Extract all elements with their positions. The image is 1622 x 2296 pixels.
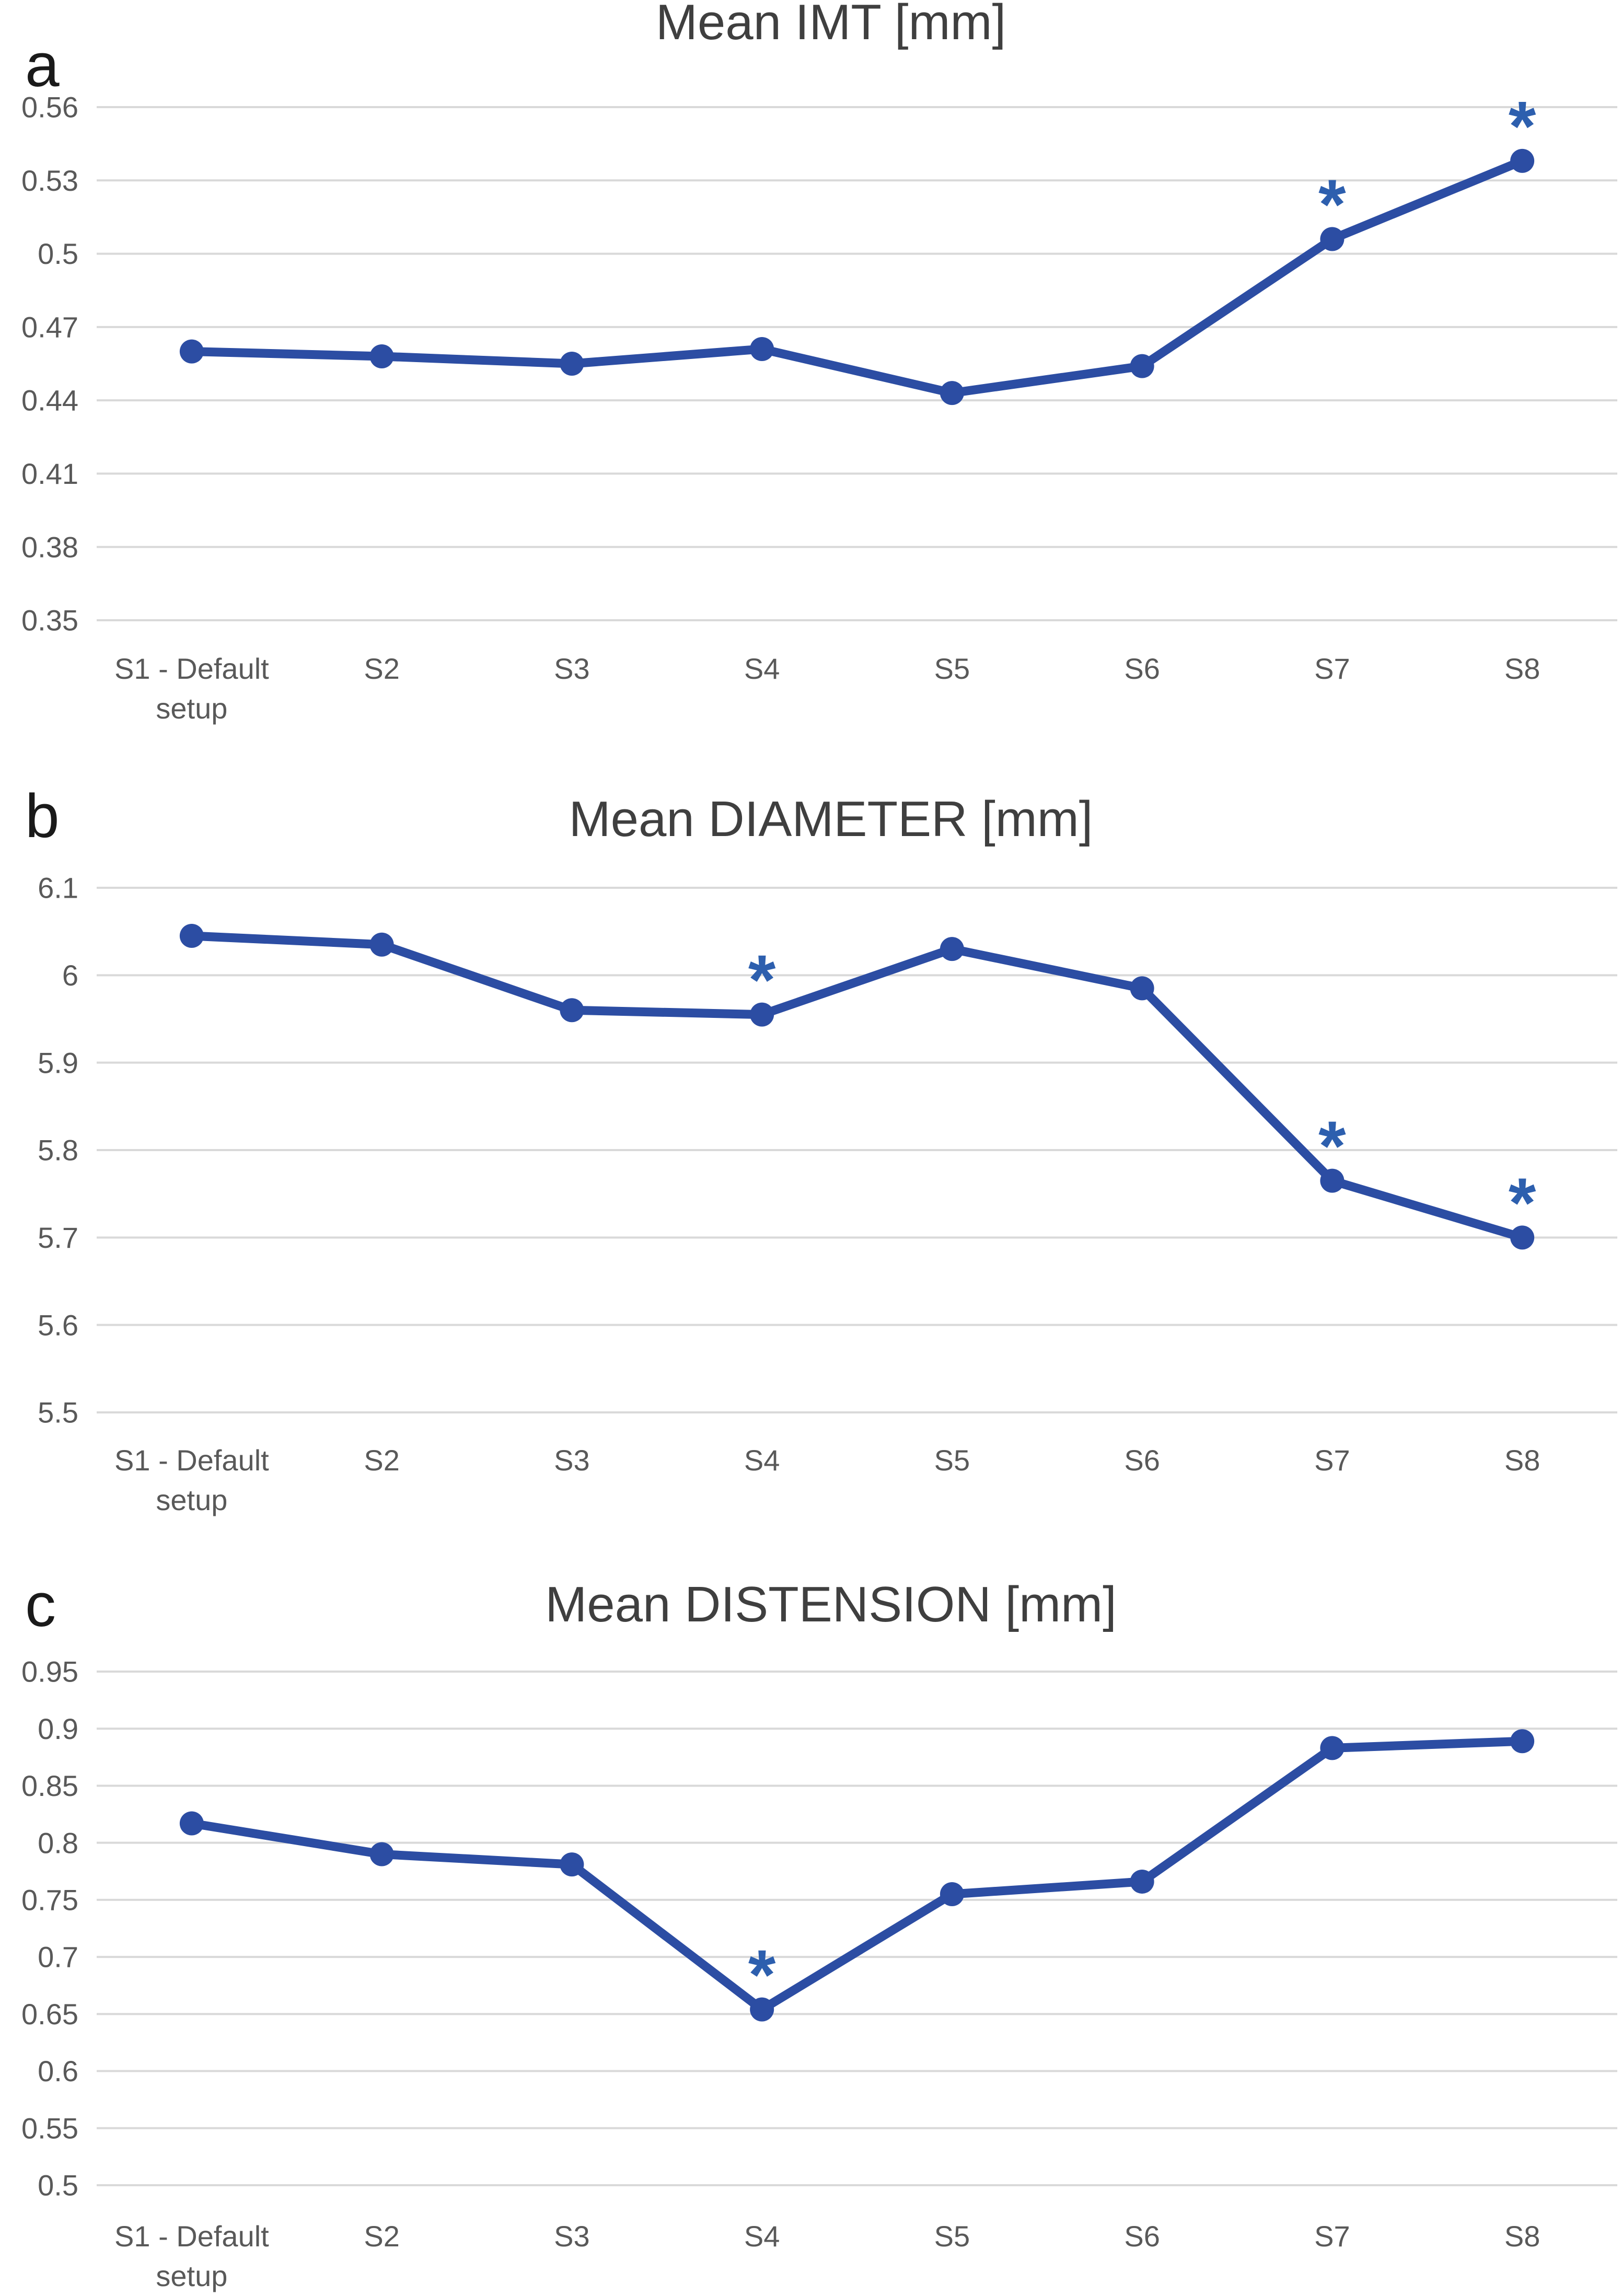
x-tick-label: setup: [156, 1483, 227, 1516]
y-tick-label: 5.6: [38, 1308, 78, 1341]
y-tick-label: 0.9: [38, 1712, 78, 1745]
data-point-1: [179, 924, 204, 948]
significance-asterisk: *: [1318, 1107, 1346, 1186]
y-tick-label: 0.35: [21, 604, 78, 637]
x-tick-label: S7: [1314, 652, 1350, 685]
panel-b: 6.1 6 5.9 5.8 5.7 5.6 5.5 Mean DIAMETER [mm] b * *…: [0, 758, 1622, 1541]
y-tick-label: 0.56: [21, 91, 78, 124]
chart-mean-imt: 0.56 0.53 0.5 0.47 0.44 0.41 0.38 0.35 Mean IMT …: [21, 0, 1617, 725]
series-line: [187, 1736, 1527, 2014]
y-tick-label: 5.9: [38, 1046, 78, 1079]
y-tick-label: 0.8: [38, 1826, 78, 1859]
x-tick-label: S3: [554, 652, 590, 685]
y-tick-label: 6.1: [38, 872, 78, 905]
series-line: [187, 931, 1527, 1242]
data-point-6: [1130, 976, 1154, 1001]
data-point-7: [1320, 1736, 1345, 1760]
x-tick-label: S4: [744, 2220, 780, 2253]
y-tick-label: 0.41: [21, 457, 78, 490]
data-point-8: [1510, 1225, 1535, 1250]
x-tick-label: S5: [934, 1444, 970, 1477]
y-tick-label: 0.95: [21, 1655, 78, 1688]
data-point-5: [940, 1882, 964, 1906]
x-tick-label: S8: [1504, 652, 1540, 685]
x-tick-label: S2: [364, 1444, 400, 1477]
data-point-7: [1320, 1168, 1345, 1193]
y-tick-label: 0.38: [21, 530, 78, 563]
data-point-6: [1130, 1869, 1154, 1894]
x-tick-label: S2: [364, 652, 400, 685]
y-tick-label: 0.55: [21, 2112, 78, 2144]
y-tick-label: 0.6: [38, 2055, 78, 2088]
y-tick-label: 5.7: [38, 1221, 78, 1254]
chart-title: Mean DISTENSION [mm]: [545, 1576, 1117, 1632]
y-tick-label: 0.85: [21, 1769, 78, 1802]
data-point-1: [179, 339, 204, 364]
y-tick-label: 5.8: [38, 1134, 78, 1167]
x-tick-label: S2: [364, 2220, 400, 2253]
significance-asterisk: *: [1318, 165, 1346, 244]
data-point-3: [560, 352, 584, 376]
x-tick-label: S1 - Default: [114, 1444, 269, 1477]
data-point-7: [1320, 227, 1345, 251]
data-point-4: [750, 1002, 774, 1027]
x-tick-label: S1 - Default: [114, 2220, 269, 2253]
x-tick-label: S8: [1504, 2220, 1540, 2253]
panel-letter: a: [25, 31, 60, 100]
y-tick-label: 0.75: [21, 1883, 78, 1916]
x-tick-label: S6: [1124, 1444, 1160, 1477]
y-tick-label: 0.65: [21, 1998, 78, 2031]
data-point-4: [750, 1997, 774, 2022]
y-tick-label: 0.44: [21, 384, 78, 417]
y-tick-label: 5.5: [38, 1396, 78, 1429]
x-tick-label: S4: [744, 1444, 780, 1477]
x-tick-label: S3: [554, 1444, 590, 1477]
panel-a: 0.56 0.53 0.5 0.47 0.44 0.41 0.38 0.35 Mean IMT …: [0, 0, 1622, 758]
chart-mean-distension: 0.95 0.9 0.85 0.8 0.75 0.7 0.65 0.6 0.55 0.5 Mean …: [21, 1571, 1617, 2292]
y-tick-label: 0.5: [38, 237, 78, 270]
data-point-2: [369, 932, 394, 957]
x-tick-label: S6: [1124, 2220, 1160, 2253]
series-line: [187, 156, 1527, 398]
x-tick-label: S5: [934, 652, 970, 685]
data-point-8: [1510, 1729, 1535, 1754]
x-tick-label: S7: [1314, 1444, 1350, 1477]
significance-asterisk: *: [1509, 87, 1536, 166]
x-tick-label: S3: [554, 2220, 590, 2253]
data-point-3: [560, 1852, 584, 1877]
y-tick-label: 6: [62, 959, 78, 992]
x-tick-label: setup: [156, 692, 227, 725]
y-tick-label: 0.47: [21, 310, 78, 343]
significance-asterisk: *: [748, 1935, 776, 2014]
x-tick-label: S6: [1124, 652, 1160, 685]
x-tick-label: S8: [1504, 1444, 1540, 1477]
panel-letter: c: [25, 1571, 56, 1640]
y-tick-label: 0.7: [38, 1941, 78, 1974]
data-point-6: [1130, 354, 1154, 378]
x-tick-label: S5: [934, 2220, 970, 2253]
data-point-5: [940, 381, 964, 405]
x-tick-label: setup: [156, 2259, 227, 2292]
x-tick-label: S1 - Default: [114, 652, 269, 685]
x-tick-label: S4: [744, 652, 780, 685]
data-point-2: [369, 1842, 394, 1866]
significance-asterisk: *: [748, 941, 776, 1019]
data-point-8: [1510, 148, 1535, 173]
data-point-2: [369, 344, 394, 368]
chart-mean-diameter: 6.1 6 5.9 5.8 5.7 5.6 5.5 Mean DIAMETER [mm] b * *…: [25, 782, 1617, 1516]
data-point-5: [940, 937, 964, 961]
x-tick-label: S7: [1314, 2220, 1350, 2253]
significance-asterisk: *: [1509, 1163, 1536, 1242]
data-point-4: [750, 337, 774, 361]
data-point-1: [179, 1811, 204, 1836]
chart-title: Mean DIAMETER [mm]: [569, 791, 1093, 847]
panel-letter: b: [25, 782, 60, 851]
data-point-3: [560, 998, 584, 1023]
chart-title: Mean IMT [mm]: [656, 0, 1006, 50]
panel-c: 0.95 0.9 0.85 0.8 0.75 0.7 0.65 0.6 0.55 0.5 Mean …: [0, 1541, 1622, 2296]
y-tick-label: 0.5: [38, 2169, 78, 2202]
y-tick-label: 0.53: [21, 164, 78, 197]
